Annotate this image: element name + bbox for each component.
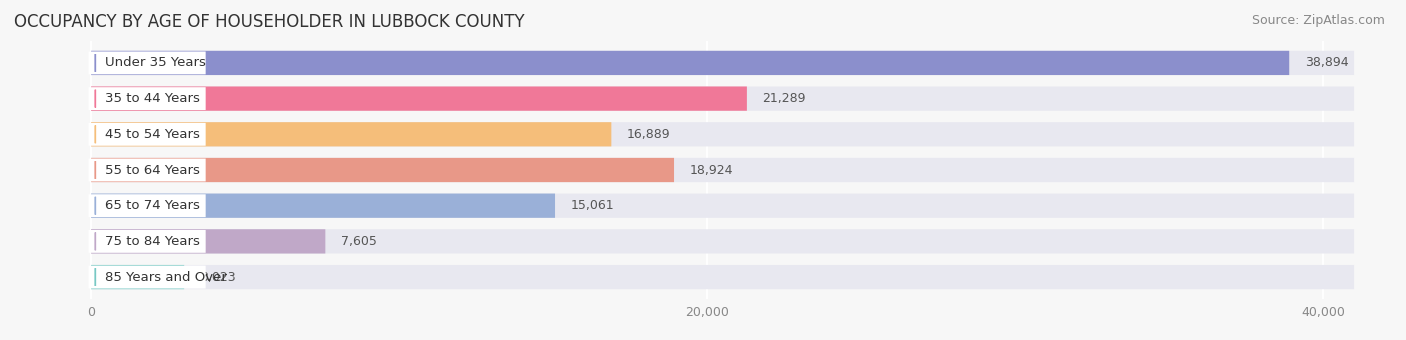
Text: Source: ZipAtlas.com: Source: ZipAtlas.com (1251, 14, 1385, 27)
Text: 85 Years and Over: 85 Years and Over (104, 271, 226, 284)
FancyBboxPatch shape (91, 193, 1354, 218)
Text: 45 to 54 Years: 45 to 54 Years (104, 128, 200, 141)
Text: 18,924: 18,924 (689, 164, 733, 176)
FancyBboxPatch shape (89, 87, 205, 110)
FancyBboxPatch shape (91, 158, 1354, 182)
FancyBboxPatch shape (91, 158, 673, 182)
FancyBboxPatch shape (91, 229, 325, 254)
Text: OCCUPANCY BY AGE OF HOUSEHOLDER IN LUBBOCK COUNTY: OCCUPANCY BY AGE OF HOUSEHOLDER IN LUBBO… (14, 13, 524, 31)
FancyBboxPatch shape (89, 266, 205, 289)
FancyBboxPatch shape (91, 193, 555, 218)
Text: 21,289: 21,289 (762, 92, 806, 105)
Text: 16,889: 16,889 (627, 128, 671, 141)
FancyBboxPatch shape (91, 265, 184, 289)
Text: 65 to 74 Years: 65 to 74 Years (104, 199, 200, 212)
Text: 35 to 44 Years: 35 to 44 Years (104, 92, 200, 105)
FancyBboxPatch shape (89, 123, 205, 146)
FancyBboxPatch shape (89, 51, 205, 74)
Text: 75 to 84 Years: 75 to 84 Years (104, 235, 200, 248)
FancyBboxPatch shape (91, 51, 1354, 75)
FancyBboxPatch shape (91, 86, 1354, 111)
Text: 7,605: 7,605 (340, 235, 377, 248)
FancyBboxPatch shape (89, 230, 205, 253)
FancyBboxPatch shape (89, 194, 205, 217)
FancyBboxPatch shape (91, 229, 1354, 254)
Text: 15,061: 15,061 (571, 199, 614, 212)
FancyBboxPatch shape (91, 86, 747, 111)
Text: 38,894: 38,894 (1305, 56, 1348, 69)
Text: Under 35 Years: Under 35 Years (104, 56, 205, 69)
FancyBboxPatch shape (91, 51, 1289, 75)
FancyBboxPatch shape (91, 265, 1354, 289)
FancyBboxPatch shape (91, 122, 1354, 147)
Text: 3,023: 3,023 (200, 271, 235, 284)
FancyBboxPatch shape (89, 158, 205, 182)
Text: 55 to 64 Years: 55 to 64 Years (104, 164, 200, 176)
FancyBboxPatch shape (91, 122, 612, 147)
